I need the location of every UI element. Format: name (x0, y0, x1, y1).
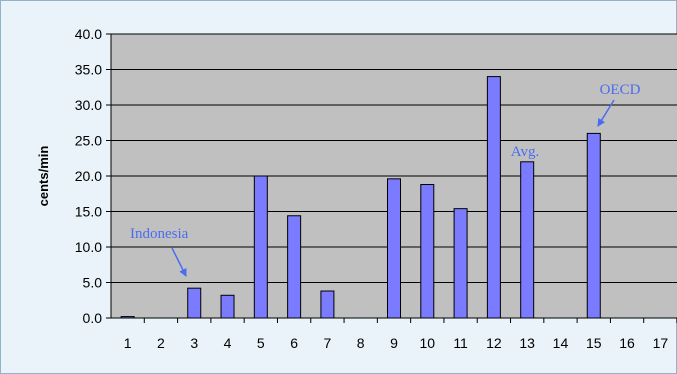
bar-9 (387, 178, 401, 319)
y-tick-label: 35.0 (75, 62, 102, 78)
y-tick-label: 25.0 (75, 133, 102, 149)
annotation-oecd: OECD (600, 82, 641, 98)
x-tick-label: 17 (653, 335, 669, 351)
x-tick-label: 1 (124, 335, 132, 351)
bar-7 (320, 290, 335, 319)
y-tick-label: 30.0 (75, 97, 102, 113)
x-tick-label: 16 (619, 335, 635, 351)
annotation-avg: Avg. (511, 144, 539, 160)
bar-12 (486, 76, 501, 319)
x-tick-labels: 1 2 3 4 5 6 7 8 9 10 11 12 13 14 15 16 17 (124, 335, 669, 351)
x-tick-label: 8 (357, 335, 365, 351)
y-tick-label: 0.0 (83, 310, 103, 326)
bar-10 (420, 184, 435, 319)
y-tick-labels: 0.0 5.0 10.0 15.0 20.0 25.0 30.0 35.0 40.0 (75, 26, 102, 326)
bar-3 (187, 287, 202, 319)
x-tick-label: 10 (420, 335, 436, 351)
y-tick-label: 5.0 (83, 275, 103, 291)
x-tick-label: 7 (324, 335, 332, 351)
bar-6 (287, 215, 302, 319)
x-tick-label: 6 (290, 335, 298, 351)
annotations: Indonesia Avg. OECD (130, 82, 641, 277)
y-tick-label: 15.0 (75, 204, 102, 220)
x-tick-label: 14 (553, 335, 569, 351)
bar-13 (520, 161, 535, 319)
y-tick-label: 20.0 (75, 168, 102, 184)
x-tick-label: 9 (390, 335, 398, 351)
x-tick-label: 3 (190, 335, 198, 351)
x-tick-label: 15 (586, 335, 602, 351)
axes (106, 33, 677, 323)
annotation-arrow (597, 99, 615, 127)
annotation-indonesia: Indonesia (130, 226, 189, 242)
y-tick-label: 40.0 (75, 26, 102, 42)
x-tick-label: 12 (486, 335, 502, 351)
y-tick-label: 10.0 (75, 239, 102, 255)
x-tick-label: 5 (257, 335, 265, 351)
bar-5 (253, 175, 268, 319)
x-tick-label: 2 (157, 335, 165, 351)
bar-4 (220, 294, 235, 319)
x-tick-label: 11 (453, 335, 468, 351)
x-tick-label: 4 (224, 335, 232, 351)
bar-11 (453, 208, 468, 319)
x-tick-label: 13 (519, 335, 535, 351)
annotation-arrow (171, 247, 187, 277)
y-axis-label: cents/min (36, 146, 51, 207)
bar-15 (586, 132, 601, 319)
